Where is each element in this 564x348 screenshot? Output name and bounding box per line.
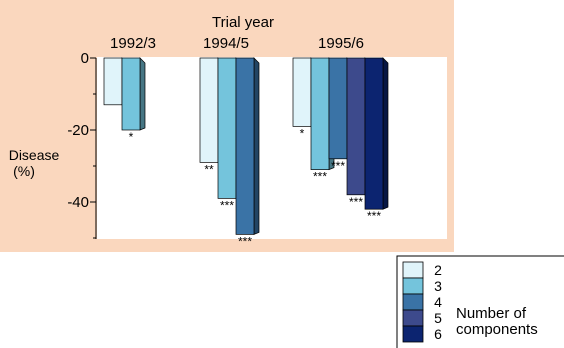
bar-front bbox=[235, 57, 255, 235]
bar-front bbox=[310, 57, 330, 170]
bar-side bbox=[382, 57, 389, 210]
legend-entry-label: 6 bbox=[434, 326, 442, 342]
bar bbox=[235, 57, 260, 235]
significance-label: *** bbox=[349, 195, 363, 209]
y-tick-label: -20 bbox=[67, 122, 89, 139]
bar-front bbox=[364, 57, 384, 210]
plot-area bbox=[97, 57, 447, 239]
significance-label: ** bbox=[204, 162, 214, 176]
group-label: 1994/5 bbox=[203, 35, 249, 52]
legend-swatch bbox=[402, 325, 424, 343]
bar-front bbox=[217, 57, 237, 199]
bar bbox=[364, 57, 389, 210]
legend-swatch bbox=[402, 293, 424, 311]
chart-title: Trial year bbox=[212, 14, 274, 31]
significance-label: *** bbox=[220, 198, 234, 212]
group-labels: 1992/3 1994/5 1995/6 bbox=[110, 35, 364, 52]
y-axis: 0 -20 -40 bbox=[67, 50, 97, 239]
legend-entry-label: 5 bbox=[434, 310, 442, 326]
bar-front bbox=[346, 57, 366, 196]
y-tick-label: 0 bbox=[81, 50, 89, 67]
significance-labels: ********************** bbox=[129, 126, 382, 248]
significance-label: *** bbox=[238, 234, 252, 248]
group-label: 1995/6 bbox=[318, 35, 364, 52]
significance-label: * bbox=[129, 130, 134, 144]
bar-front bbox=[199, 57, 219, 163]
significance-label: *** bbox=[331, 159, 345, 173]
significance-label: *** bbox=[313, 170, 327, 184]
bars bbox=[103, 57, 389, 235]
bar bbox=[121, 57, 146, 131]
legend-swatch bbox=[402, 261, 424, 279]
legend-swatch bbox=[402, 309, 424, 327]
legend-entry-label: 4 bbox=[434, 294, 442, 310]
legend-entry-label: 2 bbox=[434, 262, 442, 278]
y-axis-label: Disease (%) bbox=[9, 147, 60, 179]
bar-side bbox=[139, 57, 146, 131]
bar-front bbox=[121, 57, 141, 131]
significance-label: *** bbox=[367, 209, 381, 223]
group-label: 1992/3 bbox=[110, 35, 156, 52]
bar-front bbox=[103, 57, 123, 106]
legend-box bbox=[396, 255, 564, 348]
bar-front bbox=[328, 57, 348, 160]
bar-front bbox=[292, 57, 312, 127]
y-tick-label: -40 bbox=[67, 194, 89, 211]
significance-label: * bbox=[300, 126, 305, 140]
legend-swatch bbox=[402, 277, 424, 295]
legend-entry-label: 3 bbox=[434, 278, 442, 294]
legend-title: Number of components bbox=[456, 305, 538, 338]
bar-side bbox=[253, 57, 260, 235]
